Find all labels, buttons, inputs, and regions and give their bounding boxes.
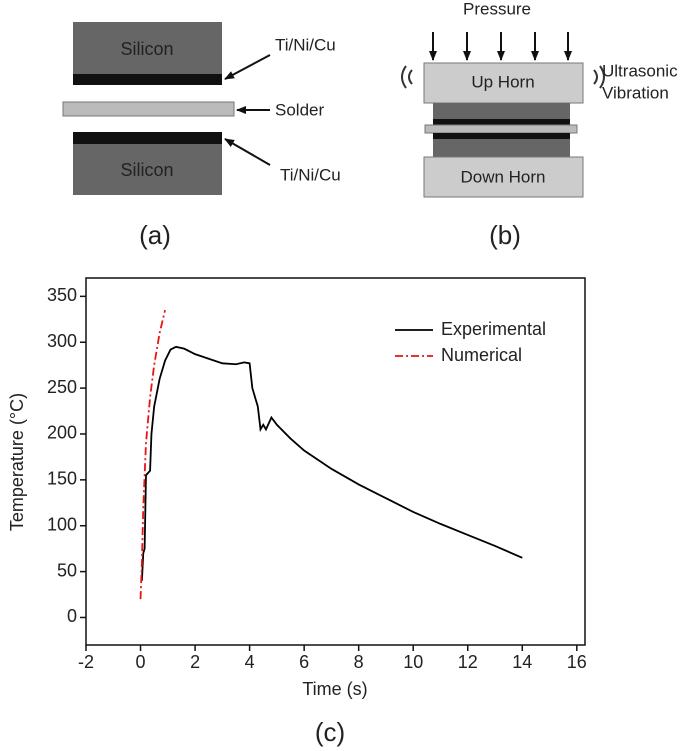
x-tick-label: 16: [567, 652, 587, 672]
metal: [433, 133, 570, 139]
up-horn: [423, 62, 584, 104]
caption: (b): [489, 220, 521, 250]
diagram-a: Silicon Silicon Ti/Ni/Cu Solder Ti/Ni/Cu…: [62, 22, 341, 250]
layer-label: Silicon: [120, 39, 173, 59]
x-tick-label: 6: [299, 652, 309, 672]
silicon-bottom: [73, 144, 222, 195]
x-tick-label: 2: [190, 652, 200, 672]
y-tick-label: 350: [47, 285, 77, 305]
label: Ti/Ni/Cu: [275, 35, 336, 54]
x-tick-label: 14: [512, 652, 532, 672]
x-tick-label: 10: [403, 652, 423, 672]
arrow: [224, 54, 271, 80]
label: Solder: [275, 100, 324, 119]
y-tick-label: 100: [47, 514, 77, 534]
legend-label: Experimental: [441, 319, 546, 339]
arrow: [224, 138, 271, 166]
label: Vibration: [602, 83, 669, 102]
legend-label: Numerical: [441, 345, 522, 365]
caption: (c): [315, 717, 345, 747]
solder: [424, 124, 578, 134]
pressure-arrows: [429, 32, 572, 61]
x-axis-label: Time (s): [302, 679, 367, 699]
y-tick-label: 150: [47, 469, 77, 489]
vibration-waves: [401, 65, 605, 89]
y-tick-label: 200: [47, 423, 77, 443]
y-axis-label: Temperature (°C): [7, 393, 27, 531]
y-tick-label: 0: [67, 606, 77, 626]
label: Pressure: [463, 0, 531, 18]
down-horn: [423, 156, 584, 198]
silicon-top: [73, 22, 222, 76]
label: Ultrasonic: [602, 61, 678, 80]
label: Down Horn: [460, 167, 545, 186]
label: Ti/Ni/Cu: [280, 165, 341, 184]
x-tick-label: -2: [78, 652, 94, 672]
chart: Time (s) Temperature (°C) (c) -2 0 2 4 6 8 10 1…: [7, 277, 587, 747]
metal: [433, 119, 570, 125]
label: Up Horn: [471, 72, 534, 91]
series-line: [139, 309, 166, 600]
solder: [62, 101, 235, 117]
layer-label: Silicon: [120, 160, 173, 180]
x-tick-label: 4: [245, 652, 255, 672]
y-tick-label: 250: [47, 377, 77, 397]
y-tick-label: 300: [47, 331, 77, 351]
diagram-b: Pressure Up Horn Down Horn Ultrasonic Vi…: [401, 0, 678, 250]
metal-top: [73, 74, 222, 85]
metal-bottom: [73, 132, 222, 144]
plot-frame: [85, 277, 586, 646]
caption: (a): [139, 220, 171, 250]
x-tick-label: 8: [354, 652, 364, 672]
x-tick-label: 12: [458, 652, 478, 672]
series-line: [141, 345, 523, 581]
y-tick-label: 50: [57, 560, 77, 580]
x-tick-label: 0: [136, 652, 146, 672]
